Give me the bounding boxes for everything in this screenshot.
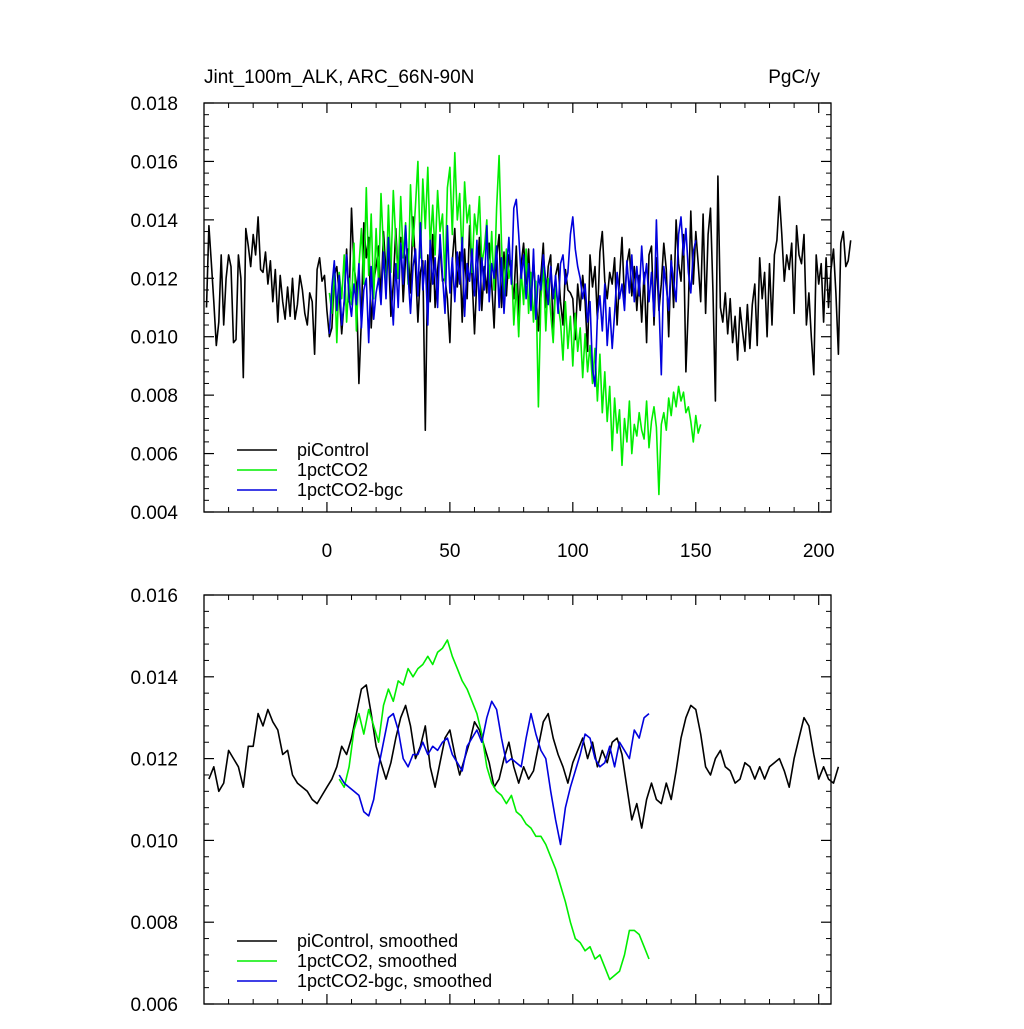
chart-title: Jint_100m_ALK, ARC_66N-90N <box>204 67 474 88</box>
y-tick-label: 0.012 <box>130 269 178 290</box>
y-tick-label: 0.006 <box>130 995 178 1016</box>
series-line-piControl <box>205 175 852 432</box>
y-tick-label: 0.012 <box>130 750 178 771</box>
y-tick-label: 0.016 <box>130 152 178 173</box>
x-tick-label: 100 <box>557 541 589 562</box>
y-tick-label: 0.008 <box>130 386 178 407</box>
panel-bottom: 0.006 0.008 0.010 0.012 0.014 0.016 piControl,… <box>130 586 840 1016</box>
legend-label-1pctCO2: 1pctCO2 <box>297 460 368 480</box>
y-tick-label: 0.004 <box>130 503 178 524</box>
series-line-1pctCO2 <box>338 639 650 981</box>
chart-units: PgC/y <box>768 67 820 88</box>
legend-label-1pctCO2: 1pctCO2, smoothed <box>297 951 457 971</box>
y-tick-label: 0.010 <box>130 328 178 349</box>
series-line-1pctCO2-bgc <box>338 700 650 846</box>
legend-label-1pctCO2-bgc: 1pctCO2-bgc, smoothed <box>297 971 492 991</box>
panel-top: 0.004 0.006 0.008 0.010 0.012 0.014 0.016 0.018… <box>130 94 852 562</box>
legend-label-1pctCO2-bgc: 1pctCO2-bgc <box>297 480 403 500</box>
y-tick-label: 0.010 <box>130 831 178 852</box>
legend-label-piControl: piControl, smoothed <box>297 931 458 951</box>
series-line-1pctCO2-bgc <box>328 198 697 388</box>
y-tick-label: 0.014 <box>130 668 178 689</box>
x-tick-label: 0 <box>322 541 333 562</box>
plot-frame <box>203 102 832 513</box>
x-tick-label: 150 <box>680 541 712 562</box>
legend-label-piControl: piControl <box>297 440 369 460</box>
y-tick-label: 0.008 <box>130 913 178 934</box>
x-tick-label: 50 <box>439 541 460 562</box>
y-tick-label: 0.014 <box>130 211 178 232</box>
y-tick-label: 0.018 <box>130 94 178 115</box>
x-tick-label: 200 <box>803 541 835 562</box>
y-tick-label: 0.016 <box>130 586 178 607</box>
plot-frame <box>203 594 832 1005</box>
series-line-piControl <box>208 684 840 829</box>
y-tick-label: 0.006 <box>130 445 178 466</box>
series-line-1pctCO2 <box>328 151 702 496</box>
